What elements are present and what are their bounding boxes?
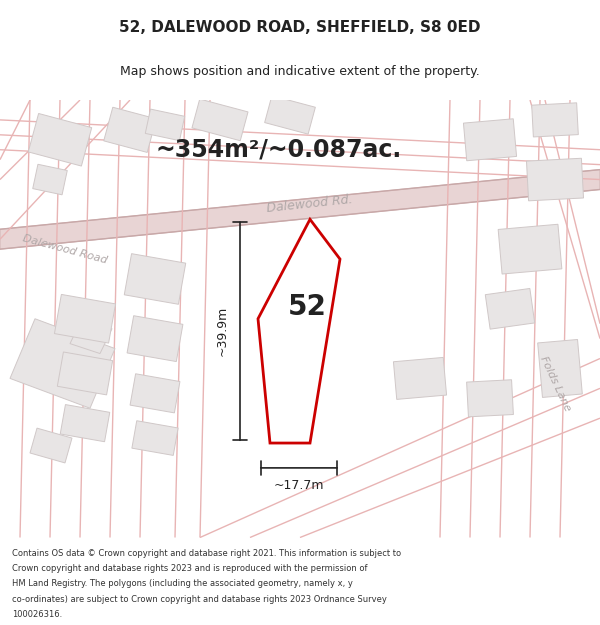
Polygon shape <box>58 352 113 395</box>
Polygon shape <box>526 158 584 201</box>
Text: 100026316.: 100026316. <box>12 610 62 619</box>
Polygon shape <box>127 316 183 361</box>
Polygon shape <box>33 164 67 195</box>
Polygon shape <box>104 107 156 152</box>
Text: ~39.9m: ~39.9m <box>215 306 229 356</box>
Text: Contains OS data © Crown copyright and database right 2021. This information is : Contains OS data © Crown copyright and d… <box>12 549 401 558</box>
Text: co-ordinates) are subject to Crown copyright and database rights 2023 Ordnance S: co-ordinates) are subject to Crown copyr… <box>12 595 387 604</box>
Polygon shape <box>124 254 186 304</box>
Text: Dalewood Road: Dalewood Road <box>22 233 109 265</box>
Polygon shape <box>55 294 116 343</box>
Polygon shape <box>265 96 316 134</box>
Text: ~17.7m: ~17.7m <box>274 479 324 492</box>
Polygon shape <box>467 380 514 417</box>
Text: Crown copyright and database rights 2023 and is reproduced with the permission o: Crown copyright and database rights 2023… <box>12 564 367 573</box>
Polygon shape <box>0 169 600 249</box>
Polygon shape <box>192 99 248 141</box>
Polygon shape <box>258 219 340 443</box>
Text: Folds Lane: Folds Lane <box>538 354 572 412</box>
Polygon shape <box>463 119 517 161</box>
Text: HM Land Registry. The polygons (including the associated geometry, namely x, y: HM Land Registry. The polygons (includin… <box>12 579 353 589</box>
Polygon shape <box>485 289 535 329</box>
Polygon shape <box>394 357 446 399</box>
Polygon shape <box>10 319 115 408</box>
Polygon shape <box>60 404 110 442</box>
Polygon shape <box>532 103 578 137</box>
Text: ~354m²/~0.087ac.: ~354m²/~0.087ac. <box>155 138 401 162</box>
Polygon shape <box>70 319 112 354</box>
Polygon shape <box>498 224 562 274</box>
Text: Dalewood Rd.: Dalewood Rd. <box>266 193 353 216</box>
Text: 52, DALEWOOD ROAD, SHEFFIELD, S8 0ED: 52, DALEWOOD ROAD, SHEFFIELD, S8 0ED <box>119 21 481 36</box>
Polygon shape <box>30 428 72 463</box>
Polygon shape <box>132 421 178 456</box>
Text: Map shows position and indicative extent of the property.: Map shows position and indicative extent… <box>120 66 480 79</box>
Text: 52: 52 <box>288 293 327 321</box>
Polygon shape <box>538 339 583 398</box>
Polygon shape <box>28 114 92 166</box>
Polygon shape <box>145 109 185 141</box>
Polygon shape <box>130 374 180 413</box>
